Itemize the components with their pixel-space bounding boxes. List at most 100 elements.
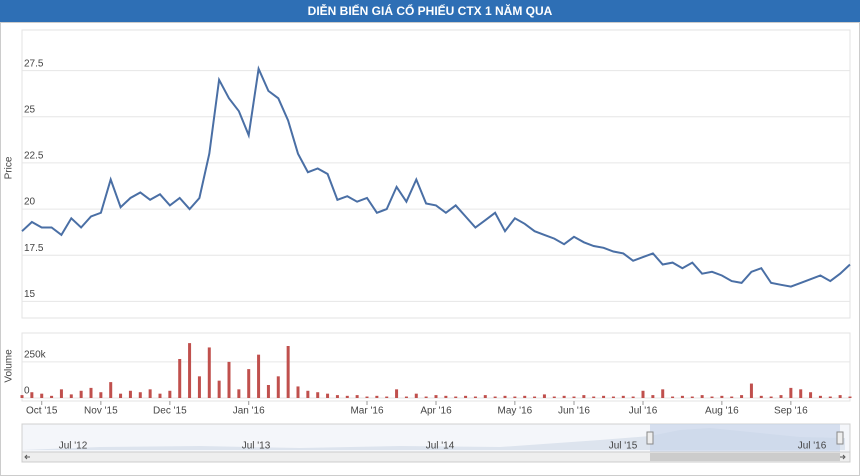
volume-bar xyxy=(385,396,389,398)
volume-bar xyxy=(335,395,339,398)
volume-bar xyxy=(513,396,517,398)
price-line xyxy=(21,65,851,288)
scroll-right[interactable] xyxy=(840,454,846,460)
volume-bar xyxy=(464,395,468,398)
volume-bar xyxy=(178,359,182,398)
y-tick-label: 15 xyxy=(24,289,36,300)
volume-bar xyxy=(276,376,280,398)
volume-bar xyxy=(661,389,665,398)
volume-bar xyxy=(89,387,93,398)
volume-bar xyxy=(730,396,734,398)
volume-bar xyxy=(375,395,379,398)
x-tick-label: Jul '16 xyxy=(629,406,658,417)
volume-bar xyxy=(247,369,251,398)
volume-bar xyxy=(444,395,448,398)
y-axis-title: Volume xyxy=(4,349,15,383)
y-tick-label: 17.5 xyxy=(24,243,44,254)
volume-bar xyxy=(207,347,211,398)
volume-bar xyxy=(710,396,714,398)
x-tick-label: Oct '15 xyxy=(26,406,58,417)
x-tick-label: Sep '16 xyxy=(774,406,808,417)
volume-bar xyxy=(473,396,477,398)
volume-bar xyxy=(454,396,458,398)
volume-bar xyxy=(838,395,842,398)
scroll-left[interactable] xyxy=(24,454,30,460)
volume-bar xyxy=(434,395,438,398)
volume-bar xyxy=(651,395,655,398)
volume-bar xyxy=(345,395,349,398)
scrollbar-thumb[interactable] xyxy=(650,453,840,461)
volume-bar xyxy=(690,396,694,398)
volume-bar xyxy=(592,396,596,398)
volume-bar xyxy=(227,361,231,398)
volume-bar xyxy=(680,395,684,398)
volume-bar xyxy=(326,393,330,398)
y-tick-label: 0 xyxy=(24,386,30,397)
volume-bar xyxy=(552,396,556,398)
volume-bar xyxy=(197,376,201,398)
y-tick-label: 27.5 xyxy=(24,58,44,69)
volume-bar xyxy=(50,395,54,398)
volume-bar xyxy=(602,395,606,398)
navigator-handle[interactable] xyxy=(646,431,654,445)
volume-bar xyxy=(119,393,123,398)
navigator-handle[interactable] xyxy=(836,431,844,445)
volume-bar xyxy=(59,389,63,398)
volume-bar xyxy=(20,395,24,398)
volume-bar xyxy=(572,396,576,398)
volume-bar xyxy=(828,396,832,398)
navigator-label: Jul '15 xyxy=(609,441,638,452)
y-axis-title: Price xyxy=(4,156,15,179)
volume-bar xyxy=(257,354,261,398)
volume-bar xyxy=(148,389,152,398)
x-tick-label: Nov '15 xyxy=(84,406,118,417)
volume-bar xyxy=(217,380,221,398)
volume-bar xyxy=(365,396,369,398)
x-tick-label: Jan '16 xyxy=(233,406,265,417)
volume-bar xyxy=(296,386,300,398)
volume-bar xyxy=(414,393,418,398)
navigator-label: Jul '14 xyxy=(426,441,455,452)
navigator-label: Jul '13 xyxy=(242,441,271,452)
volume-bar xyxy=(562,395,566,398)
scrollbar[interactable] xyxy=(21,451,851,463)
volume-bar xyxy=(700,395,704,398)
volume-bar xyxy=(503,395,507,398)
x-tick-label: Dec '15 xyxy=(153,406,187,417)
volume-bar xyxy=(740,395,744,398)
x-tick-label: Jun '16 xyxy=(558,406,590,417)
volume-bar xyxy=(769,396,773,398)
navigator-window[interactable] xyxy=(650,424,840,452)
volume-bar xyxy=(69,394,73,398)
volume-bar xyxy=(493,396,497,398)
volume-bar xyxy=(158,393,162,398)
volume-bar xyxy=(720,395,724,398)
volume-bar xyxy=(355,395,359,398)
volume-bar xyxy=(818,395,822,398)
chart-title: DIỄN BIẾN GIÁ CỔ PHIẾU CTX 1 NĂM QUA xyxy=(308,3,553,18)
volume-bar xyxy=(779,395,783,398)
x-tick-label: Apr '16 xyxy=(420,406,452,417)
volume-bar xyxy=(266,385,270,398)
volume-bar xyxy=(99,392,103,398)
navigator-label: Jul '16 xyxy=(798,441,827,452)
volume-bar xyxy=(138,392,142,398)
volume-bar xyxy=(799,389,803,398)
volume-bar xyxy=(286,346,290,398)
volume-bar xyxy=(809,392,813,398)
volume-bar xyxy=(542,394,546,398)
volume-bar xyxy=(533,396,537,398)
navigator-label: Jul '12 xyxy=(59,441,88,452)
x-tick-label: Aug '16 xyxy=(705,406,739,417)
volume-bar xyxy=(188,343,192,398)
plot-frame xyxy=(21,332,851,402)
volume-bar xyxy=(30,392,34,398)
volume-bar xyxy=(483,395,487,398)
plot-frame xyxy=(21,29,851,319)
volume-bar xyxy=(671,396,675,398)
volume-bar xyxy=(749,383,753,398)
volume-bar xyxy=(789,387,793,398)
y-tick-label: 25 xyxy=(24,104,36,115)
